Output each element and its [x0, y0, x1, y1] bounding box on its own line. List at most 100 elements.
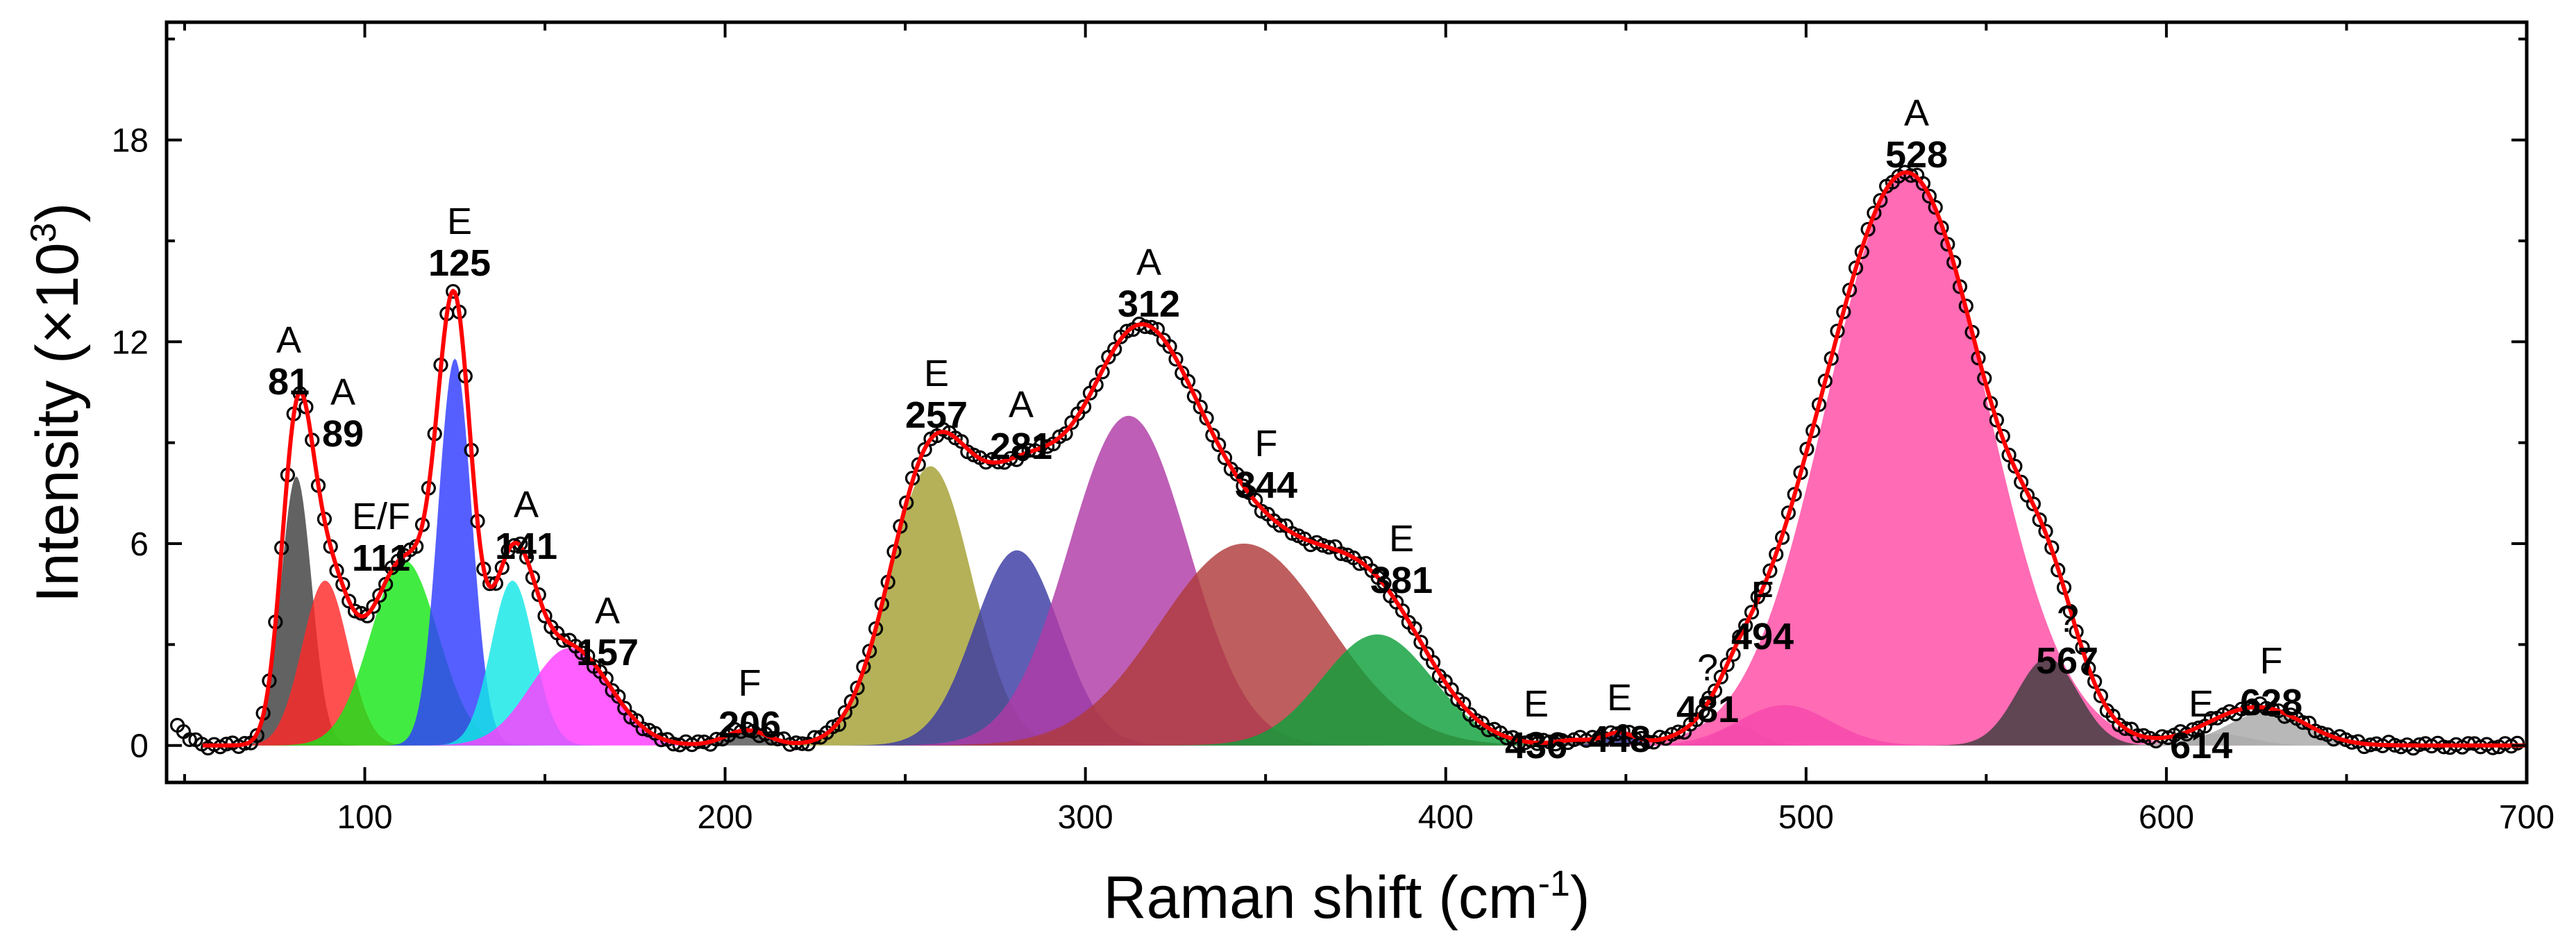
data-point: [917, 442, 932, 458]
data-point: [2485, 740, 2500, 755]
data-point: [1162, 339, 1177, 354]
peak-wavenumber-label: 312: [1118, 283, 1180, 325]
data-point: [2026, 496, 2041, 512]
data-point: [1272, 518, 1288, 533]
data-point: [1119, 324, 1135, 339]
peak-symmetry-label: A: [1904, 92, 1929, 134]
peak-area-81: [227, 476, 366, 746]
data-point: [1738, 618, 1753, 633]
data-point: [2296, 714, 2311, 730]
data-point: [446, 284, 461, 299]
peak-area-281: [824, 550, 1210, 746]
peak-area-381: [1129, 634, 1626, 746]
data-point: [1058, 426, 1073, 442]
data-point: [1762, 563, 1778, 578]
data-point: [1229, 467, 1245, 482]
data-point: [611, 689, 626, 704]
data-point: [1186, 389, 1202, 404]
peak-symmetry-label: A: [276, 319, 301, 361]
peak-symmetry-label: F: [1255, 423, 1278, 464]
peak-area-141: [416, 580, 609, 746]
x-axis-title-close: ): [1570, 864, 1590, 931]
peak-symmetry-label: F: [1751, 574, 1774, 616]
peak-wavenumber-label: 528: [1885, 134, 1948, 176]
y-tick-label: 0: [130, 728, 149, 765]
x-axis-title: Raman shift (cm-1): [1104, 864, 1590, 931]
data-point: [598, 671, 614, 686]
peak-wavenumber-label: 381: [1370, 560, 1433, 601]
peak-symmetry-label: F: [739, 662, 761, 704]
peak-symmetry-label: E/F: [352, 496, 410, 537]
peak-wavenumber-label: 257: [905, 394, 968, 436]
data-point: [1921, 188, 1937, 204]
x-tick-label: 200: [698, 799, 753, 836]
y-tick-label: 18: [112, 123, 149, 160]
peak-area-206: [650, 730, 843, 746]
peak-symmetry-label: E: [2189, 683, 2214, 725]
peak-area-312: [860, 415, 1397, 746]
peak-symmetry-label: ?: [1697, 647, 1718, 689]
x-tick-label: 600: [2139, 799, 2194, 836]
y-axis-title-times: ×10: [24, 242, 91, 344]
data-point: [372, 587, 387, 603]
data-point: [1426, 655, 1441, 670]
peak-symmetry-label: A: [330, 371, 355, 413]
data-point: [1915, 176, 1931, 191]
data-point: [580, 648, 596, 664]
data-point: [555, 632, 571, 648]
data-point: [635, 721, 650, 737]
data-point: [1144, 319, 1159, 335]
data-point: [1413, 635, 1429, 650]
peak-area-111: [253, 560, 556, 746]
peak-wavenumber-label: 614: [2170, 725, 2232, 766]
data-point: [366, 598, 381, 614]
x-tick-label: 700: [2499, 799, 2554, 836]
peak-area-125: [379, 358, 531, 746]
x-tick-label: 400: [1418, 799, 1474, 836]
data-point: [2509, 735, 2525, 751]
data-point: [1168, 351, 1184, 367]
data-point: [1873, 193, 1888, 208]
peak-area-528: [1549, 174, 2265, 746]
data-point: [1217, 450, 1233, 466]
peak-wavenumber-label: 494: [1731, 616, 1794, 657]
data-point: [1377, 576, 1392, 591]
y-axis-title-close: ): [24, 203, 91, 223]
peak-wavenumber-label: 81: [268, 361, 310, 403]
peak-wavenumber-label: 281: [990, 426, 1052, 467]
peak-wavenumber-label: 436: [1505, 725, 1567, 766]
peak-symmetry-label: E: [924, 353, 949, 394]
data-point: [1695, 703, 1710, 719]
peak-symmetry-label: A: [1009, 384, 1034, 426]
data-point: [1095, 364, 1110, 380]
x-tick-label: 300: [1058, 799, 1113, 836]
peak-area-628: [2088, 712, 2447, 746]
data-point: [182, 732, 197, 748]
peak-wavenumber-label: 628: [2240, 682, 2303, 723]
peak-wavenumber-label: 344: [1235, 464, 1297, 506]
data-point: [1707, 683, 1723, 698]
y-tick-label: 12: [112, 324, 149, 361]
peak-symmetry-label: A: [514, 484, 539, 526]
data-point: [2118, 721, 2133, 737]
data-point: [1248, 492, 1263, 508]
peak-wavenumber-label: 448: [1588, 719, 1651, 760]
plot-frame: [165, 20, 2529, 785]
fitted-peaks-layer: [221, 174, 2447, 746]
x-axis-title-sup: -1: [1538, 864, 1570, 904]
peak-wavenumber-label: 125: [428, 242, 491, 284]
peak-wavenumber-label: 481: [1676, 689, 1739, 730]
data-point: [1193, 399, 1208, 414]
data-point: [1456, 696, 1472, 712]
data-point: [1713, 669, 1728, 685]
cumulative-fit-layer: [202, 170, 2527, 748]
peak-area-89: [221, 580, 429, 746]
peak-wavenumber-label: 89: [322, 413, 364, 455]
x-axis-title-main: Raman shift (cm: [1104, 864, 1538, 931]
peak-area-567: [1910, 657, 2185, 746]
peak-symmetry-label: E: [1524, 683, 1549, 725]
data-point: [1076, 399, 1092, 414]
peak-area-257: [744, 466, 1117, 746]
peak-wavenumber-label: 567: [2036, 640, 2098, 682]
